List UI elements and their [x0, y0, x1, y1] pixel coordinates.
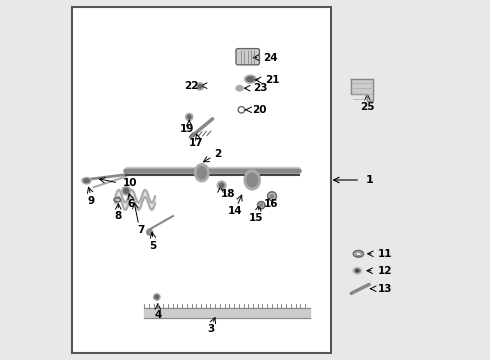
Circle shape: [259, 203, 263, 207]
Circle shape: [198, 85, 202, 88]
Text: 5: 5: [149, 240, 157, 251]
Text: 13: 13: [377, 284, 392, 294]
Circle shape: [217, 181, 226, 190]
Circle shape: [155, 295, 159, 299]
Circle shape: [123, 188, 129, 193]
Ellipse shape: [354, 269, 360, 273]
Text: 21: 21: [265, 75, 279, 85]
Ellipse shape: [236, 86, 243, 91]
Text: 25: 25: [360, 102, 375, 112]
Text: 14: 14: [228, 206, 242, 216]
Ellipse shape: [356, 270, 359, 272]
Text: 17: 17: [189, 138, 204, 148]
Text: 19: 19: [180, 124, 195, 134]
Ellipse shape: [244, 170, 260, 190]
Text: 16: 16: [264, 199, 278, 210]
Ellipse shape: [82, 177, 91, 184]
Circle shape: [270, 194, 274, 198]
Circle shape: [186, 113, 193, 121]
Circle shape: [220, 183, 224, 188]
Text: 9: 9: [87, 196, 95, 206]
Text: 2: 2: [215, 149, 221, 159]
Circle shape: [196, 83, 204, 90]
Text: 23: 23: [253, 83, 268, 93]
Text: 7: 7: [137, 225, 144, 235]
Bar: [72, 7, 331, 353]
Ellipse shape: [84, 179, 89, 183]
Text: 15: 15: [248, 213, 263, 223]
Text: 1: 1: [366, 175, 373, 185]
Circle shape: [153, 294, 160, 300]
Text: 8: 8: [115, 211, 122, 221]
Ellipse shape: [245, 75, 256, 83]
Text: 18: 18: [220, 189, 235, 199]
Text: 10: 10: [122, 178, 137, 188]
Text: 3: 3: [207, 324, 215, 334]
Text: 6: 6: [127, 199, 134, 210]
Text: 22: 22: [184, 81, 198, 91]
Text: 20: 20: [252, 105, 267, 115]
Polygon shape: [351, 79, 373, 101]
Circle shape: [147, 229, 152, 235]
FancyBboxPatch shape: [236, 49, 259, 65]
Ellipse shape: [195, 164, 209, 182]
Text: 4: 4: [154, 310, 162, 320]
Text: 24: 24: [263, 53, 278, 63]
Circle shape: [187, 115, 191, 119]
Ellipse shape: [247, 77, 254, 82]
Ellipse shape: [353, 267, 362, 274]
Ellipse shape: [247, 173, 258, 187]
Text: 12: 12: [377, 266, 392, 276]
Circle shape: [122, 186, 130, 195]
Text: 11: 11: [377, 249, 392, 259]
Ellipse shape: [197, 167, 206, 179]
